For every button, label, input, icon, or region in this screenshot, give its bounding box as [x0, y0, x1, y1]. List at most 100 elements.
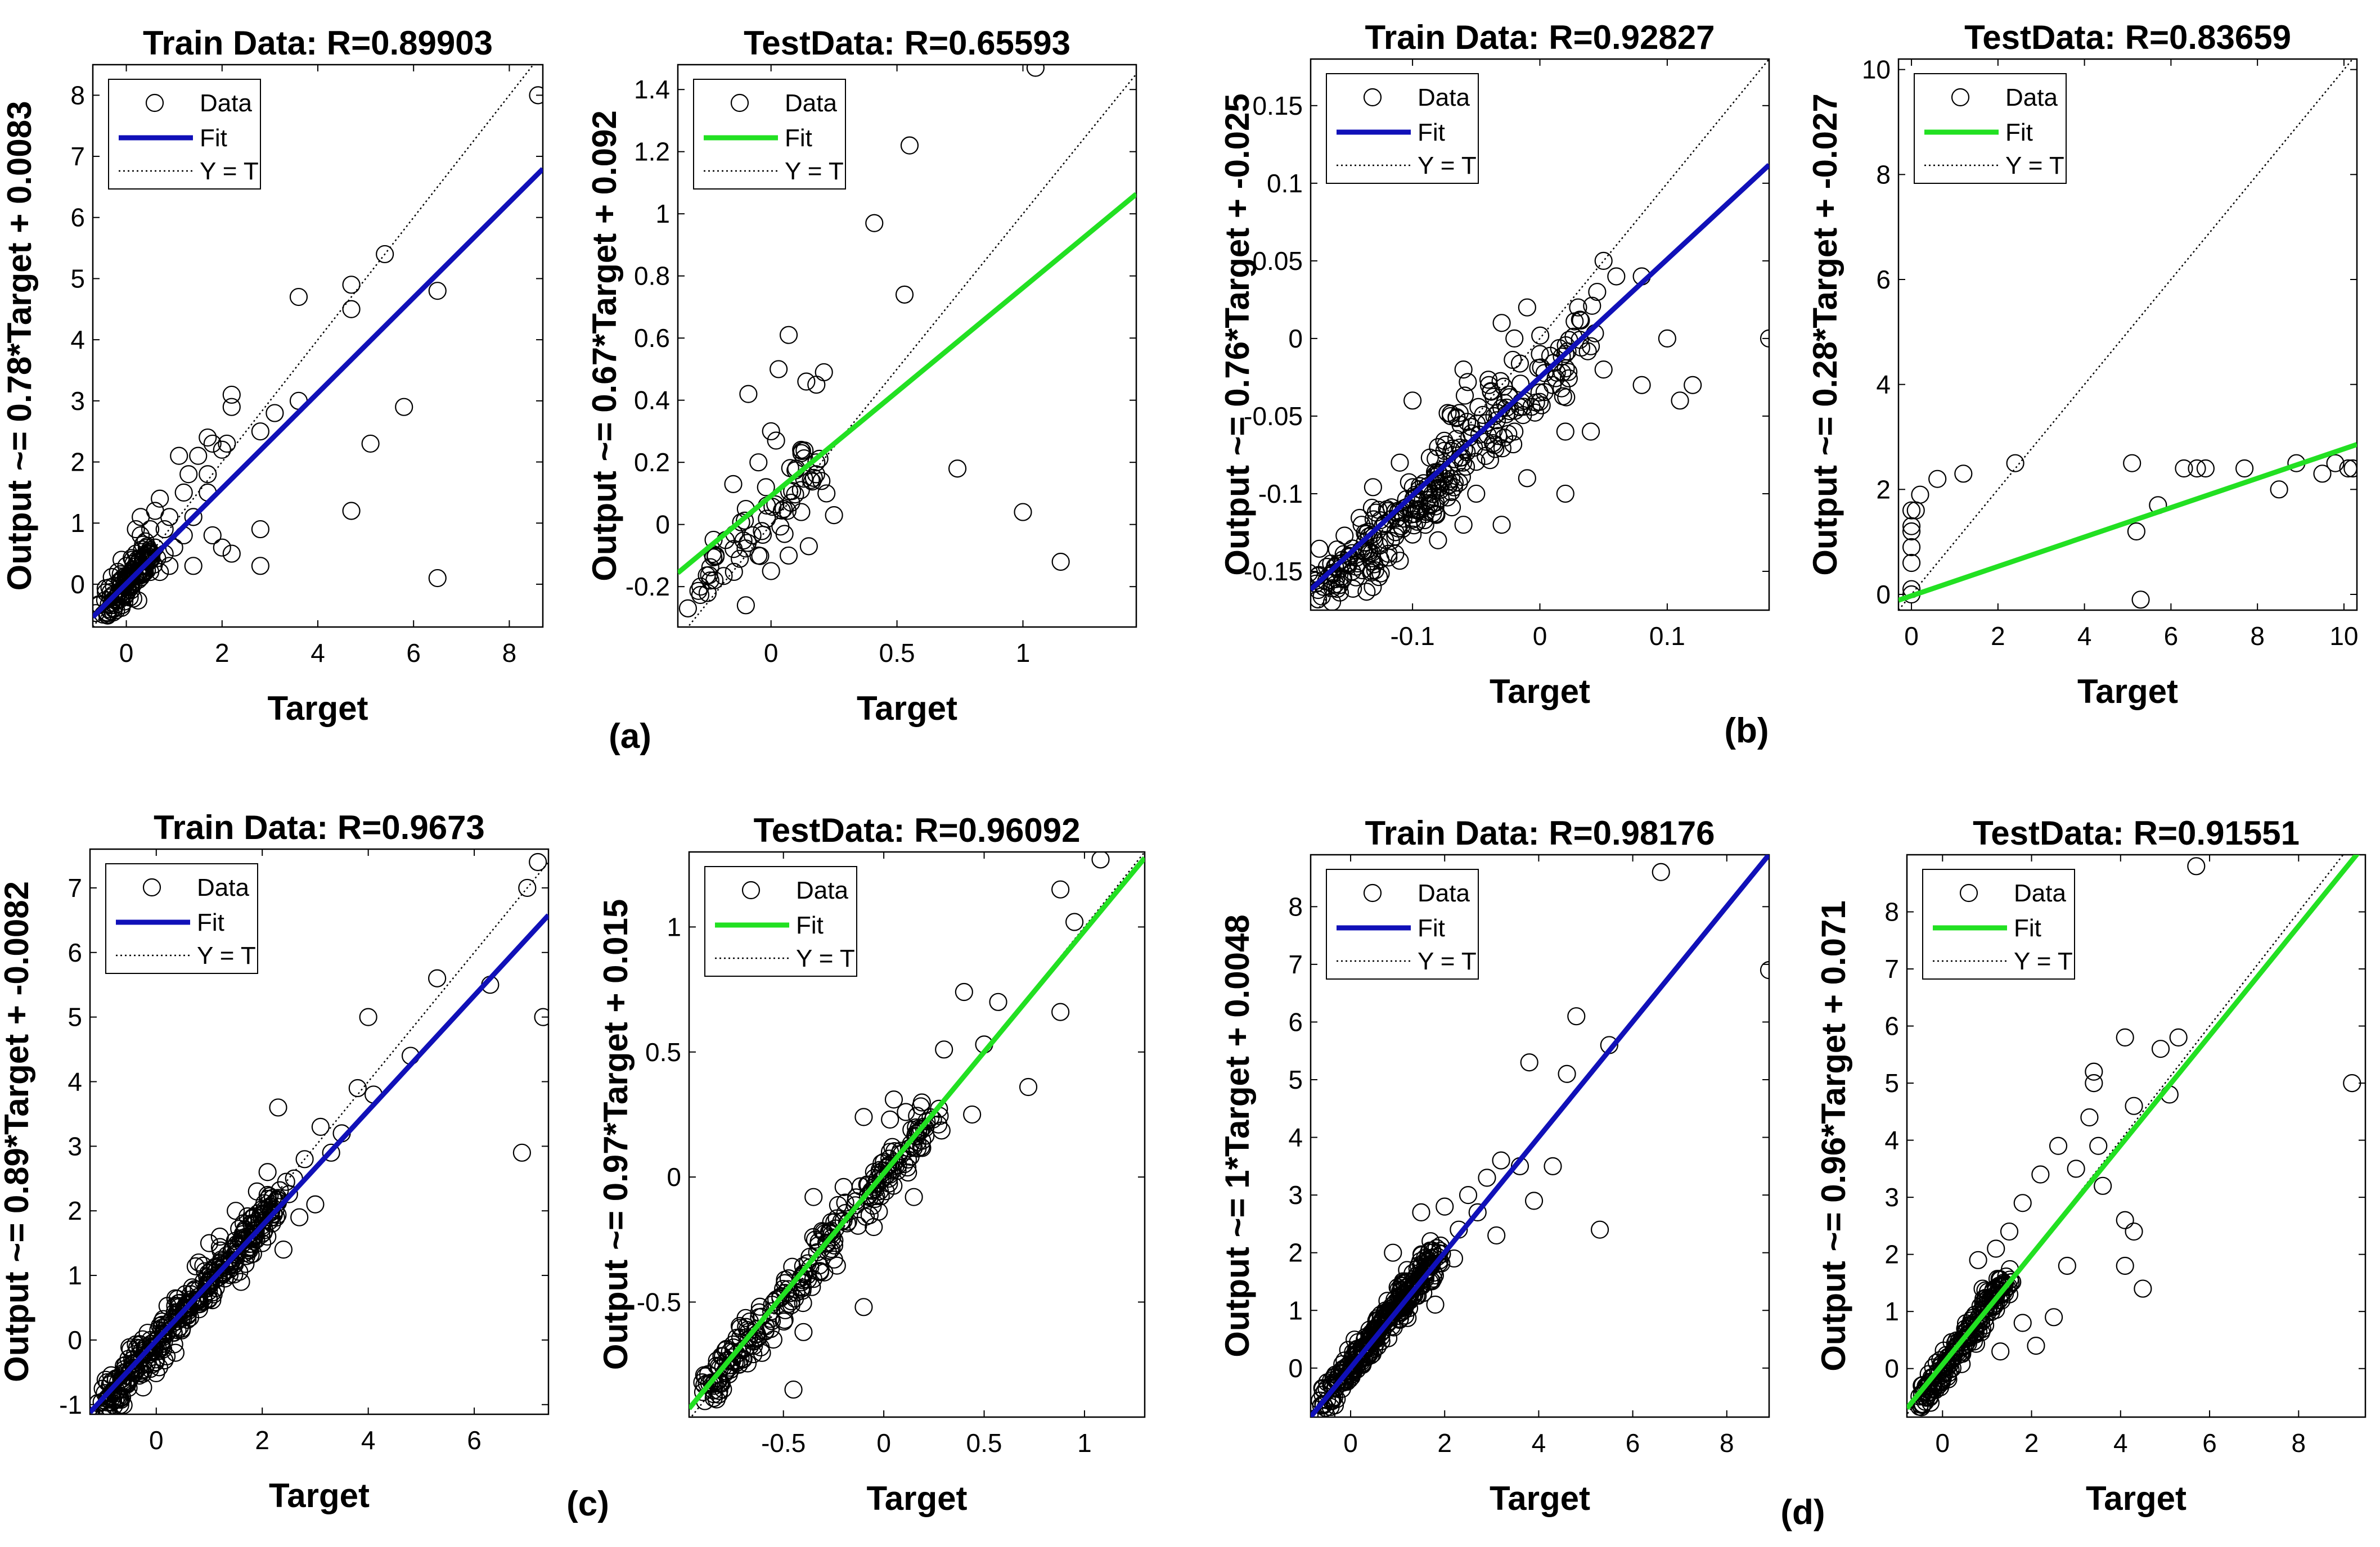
data-point — [1386, 523, 1405, 542]
y-tick-label: 2 — [1884, 1240, 1899, 1269]
y-tick-label: 1.2 — [634, 137, 670, 166]
data-point — [1921, 1393, 1940, 1412]
data-point — [1445, 473, 1464, 492]
data-point — [289, 287, 308, 306]
data-point — [1406, 504, 1424, 524]
data-point — [1323, 579, 1342, 598]
data-point — [898, 1150, 917, 1169]
data-point — [1456, 457, 1475, 476]
data-point — [112, 551, 131, 569]
data-point — [884, 1090, 903, 1109]
data-point — [1578, 342, 1597, 360]
data-point — [732, 513, 750, 531]
data-point — [1967, 1334, 1986, 1353]
x-axis-label: Target — [2077, 673, 2178, 710]
legend-data-label: Data — [2014, 880, 2066, 907]
y-tick-label: 0.6 — [634, 323, 670, 353]
data-point — [895, 285, 914, 304]
data-point — [199, 428, 217, 447]
data-point — [121, 1340, 140, 1359]
y-tick-label: 5 — [70, 264, 85, 293]
identity-line — [1898, 59, 2354, 610]
data-point — [1531, 326, 1550, 345]
y-tick-label: 6 — [70, 203, 85, 232]
data-point — [1467, 484, 1486, 503]
x-tick-label: 2 — [1437, 1428, 1452, 1458]
x-tick-label: 2 — [255, 1426, 269, 1455]
y-tick-label: 0 — [68, 1325, 82, 1355]
y-tick-label: 0 — [1884, 1354, 1899, 1383]
data-point — [147, 1350, 165, 1369]
x-tick-label: 1 — [1077, 1428, 1092, 1458]
data-point — [704, 548, 723, 567]
x-tick-label: 6 — [467, 1426, 482, 1455]
data-point — [784, 1380, 803, 1399]
identity-line — [687, 73, 1136, 627]
data-point — [311, 1117, 330, 1136]
data-point — [199, 465, 217, 484]
x-tick-label: 4 — [361, 1426, 376, 1455]
y-tick-label: 2 — [68, 1196, 82, 1225]
data-point — [1454, 360, 1473, 379]
data-point — [2031, 1165, 2050, 1184]
legend-data-marker — [145, 93, 164, 112]
data-point — [1632, 376, 1651, 394]
y-tick-label: -0.05 — [1244, 402, 1303, 431]
y-tick-label: 3 — [68, 1131, 82, 1161]
data-point — [770, 360, 788, 378]
data-point — [1553, 379, 1571, 398]
data-point — [771, 1289, 790, 1307]
data-point — [1441, 407, 1460, 426]
x-tick-label: 0 — [1904, 621, 1919, 651]
data-point — [222, 385, 241, 404]
data-point — [1379, 1313, 1397, 1332]
x-axis-label: Target — [1490, 1480, 1590, 1517]
legend: Data Fit Y = T — [1326, 869, 1479, 980]
data-point — [817, 484, 836, 503]
chart-6: Train Data: R=0.98176 Target Output ~= 1*T… — [1218, 814, 1770, 1517]
data-point — [689, 581, 708, 600]
data-point — [1442, 470, 1461, 488]
x-tick-label: 4 — [2077, 621, 2092, 651]
panel-label: (a) — [609, 717, 651, 756]
data-point — [881, 1110, 899, 1129]
legend: Data Fit Y = T — [108, 79, 261, 190]
x-tick-label: 0 — [876, 1428, 891, 1458]
data-point — [132, 508, 150, 526]
data-point — [428, 969, 447, 987]
data-point — [1311, 590, 1328, 608]
data-point — [1391, 453, 1409, 472]
legend-fit-label: Fit — [785, 124, 812, 152]
data-point — [2027, 1336, 2045, 1355]
data-point — [1468, 1203, 1487, 1221]
chart-title: Train Data: R=0.9673 — [154, 809, 485, 846]
data-point — [719, 1351, 737, 1369]
data-point — [1556, 484, 1574, 503]
data-point — [269, 1098, 287, 1117]
data-point — [921, 1108, 940, 1127]
data-point — [708, 1351, 726, 1370]
data-point — [1902, 522, 1921, 541]
data-point — [1514, 406, 1532, 425]
x-axis-label: Target — [1490, 673, 1590, 710]
x-tick-label: 10 — [2329, 621, 2358, 651]
legend-identity-label: Y = T — [2005, 152, 2064, 179]
data-point — [1455, 386, 1474, 405]
data-point — [263, 1189, 282, 1207]
fit-line — [90, 913, 548, 1414]
data-point — [2131, 590, 2150, 609]
data-point — [948, 459, 967, 478]
data-point — [237, 1247, 256, 1265]
data-point — [1487, 1226, 1506, 1245]
data-point — [750, 1297, 770, 1316]
y-tick-label: -0.1 — [1258, 479, 1303, 508]
fit-line — [1311, 855, 1769, 1417]
data-point — [1492, 314, 1511, 332]
data-point — [221, 1253, 240, 1272]
data-point — [1952, 1330, 1972, 1349]
x-tick-label: 0 — [764, 638, 779, 667]
x-tick-label: 0 — [149, 1426, 164, 1455]
data-point — [258, 1163, 277, 1181]
data-point — [361, 434, 380, 453]
data-point — [232, 1273, 250, 1291]
